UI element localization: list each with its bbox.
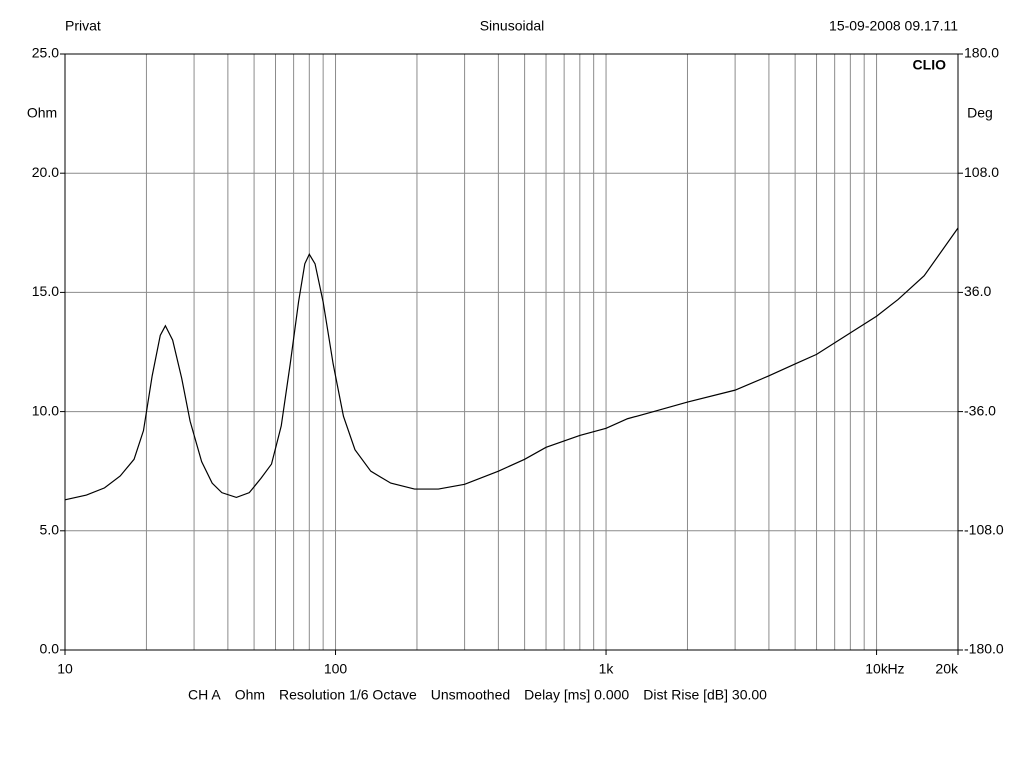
x-tick-label: 10 (57, 661, 73, 677)
footer-item: Ohm (235, 687, 265, 703)
y2-axis-label: Deg (967, 105, 993, 121)
y-tick-label: 25.0 (32, 45, 59, 61)
y2-tick-label: -108.0 (964, 522, 1004, 538)
footer-item: Delay [ms] 0.000 (524, 687, 629, 703)
y-tick-label: 0.0 (40, 641, 60, 657)
impedance-curve (64, 227, 959, 501)
footer-item: Resolution 1/6 Octave (279, 687, 417, 703)
header-left: Privat (65, 18, 101, 34)
footer-item: Unsmoothed (431, 687, 510, 703)
footer-item: CH A (188, 687, 221, 703)
brand: CLIO (913, 57, 947, 73)
y-tick-label: 20.0 (32, 164, 59, 180)
x-tick-label: 10k (865, 661, 889, 677)
y-tick-label: 15.0 (32, 283, 59, 299)
y2-tick-label: 36.0 (964, 283, 991, 299)
y2-tick-label: 108.0 (964, 164, 999, 180)
x-axis-label: Hz (887, 661, 904, 677)
x-tick-label: 100 (324, 661, 348, 677)
y2-tick-label: -180.0 (964, 641, 1004, 657)
header-right: 15-09-2008 09.17.11 (829, 18, 958, 34)
header-center: Sinusoidal (480, 18, 545, 34)
y2-tick-label: 180.0 (964, 45, 999, 61)
x-tick-label: 1k (599, 661, 615, 677)
y2-tick-label: -36.0 (964, 402, 996, 418)
plot-frame (64, 53, 959, 651)
y-tick-label: 5.0 (40, 522, 60, 538)
y-axis-label: Ohm (27, 105, 57, 121)
footer-item: Dist Rise [dB] 30.00 (643, 687, 767, 703)
x-tick-label: 20k (935, 661, 959, 677)
y-tick-label: 10.0 (32, 402, 59, 418)
